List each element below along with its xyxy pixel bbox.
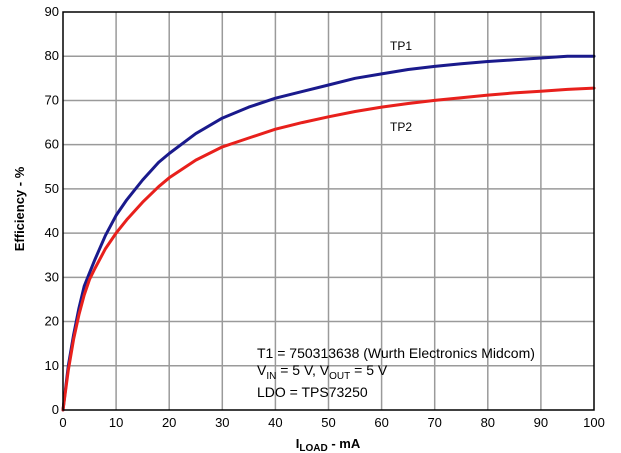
series-label-tp1: TP1 <box>390 39 412 53</box>
x-axis-title: ILOAD - mA <box>296 436 361 453</box>
x-tick-label: 20 <box>162 415 176 430</box>
y-tick-label: 0 <box>52 402 59 417</box>
y-tick-label: 80 <box>45 48 59 63</box>
y-tick-label: 30 <box>45 269 59 284</box>
x-tick-label: 80 <box>481 415 495 430</box>
y-tick-label: 70 <box>45 92 59 107</box>
x-tick-label: 40 <box>268 415 282 430</box>
x-tick-label: 50 <box>321 415 335 430</box>
series-line-tp2 <box>61 86 596 412</box>
x-tick-label: 100 <box>583 415 605 430</box>
x-axis-title-unit: - mA <box>328 436 361 451</box>
y-tick-label: 60 <box>45 137 59 152</box>
y-tick-label: 50 <box>45 181 59 196</box>
annotation-vin-value: = 5 V, V <box>276 362 329 378</box>
x-tick-label: 60 <box>374 415 388 430</box>
series-label-tp2: TP2 <box>390 120 412 134</box>
y-tick-labels: 0 10 20 30 40 50 60 70 80 90 <box>45 4 59 417</box>
x-tick-labels: 0 10 20 30 40 50 60 70 80 90 100 <box>59 415 604 430</box>
y-tick-label: 40 <box>45 225 59 240</box>
x-tick-label: 90 <box>534 415 548 430</box>
series-line-tp1 <box>61 54 596 412</box>
annotation-voltages: VIN = 5 V, VOUT = 5 V <box>257 362 388 382</box>
x-tick-label: 70 <box>427 415 441 430</box>
annotation-vin-symbol: V <box>257 362 267 378</box>
y-axis-title: Efficiency - % <box>12 166 27 251</box>
x-axis-title-subscript: LOAD <box>299 443 327 453</box>
y-tick-label: 10 <box>45 358 59 373</box>
annotation-transformer: T1 = 750313638 (Wurth Electronics Midcom… <box>257 345 535 361</box>
series-group <box>61 54 596 412</box>
x-tick-label: 0 <box>59 415 66 430</box>
x-axis-title-symbol: I <box>296 436 300 451</box>
annotation-vout-subscript: OUT <box>329 371 350 382</box>
plot-frame <box>62 11 595 411</box>
annotation-vin-subscript: IN <box>266 371 276 382</box>
y-tick-label: 90 <box>45 4 59 19</box>
annotation-vout-value: = 5 V <box>350 362 388 378</box>
x-tick-label: 10 <box>109 415 123 430</box>
grid <box>63 12 594 410</box>
y-tick-label: 20 <box>45 314 59 329</box>
annotation-ldo: LDO = TPS73250 <box>257 384 368 400</box>
x-tick-label: 30 <box>215 415 229 430</box>
